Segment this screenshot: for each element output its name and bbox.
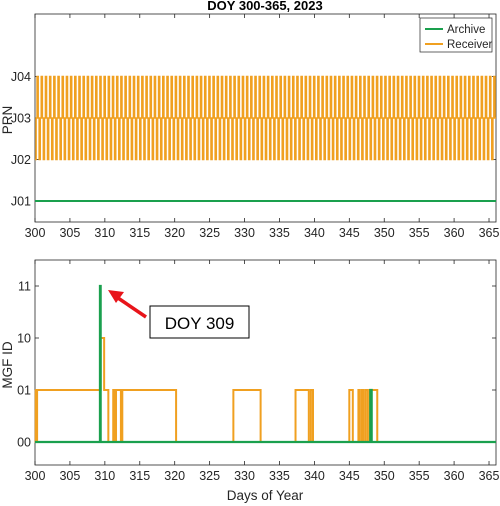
x-tick-label: 365 <box>479 226 500 240</box>
x-tick-label: 305 <box>59 469 80 483</box>
series-receiver-prn <box>35 75 496 161</box>
x-tick-label: 315 <box>129 226 150 240</box>
y-tick-label: 10 <box>17 332 31 346</box>
x-tick-label: 330 <box>234 469 255 483</box>
annotation-box <box>149 305 250 339</box>
x-tick-label: 360 <box>444 469 465 483</box>
y-tick-label: 00 <box>17 436 31 450</box>
y-tick-label: J01 <box>11 195 31 209</box>
annotation-arrow-head <box>108 290 124 303</box>
x-tick-label: 325 <box>199 226 220 240</box>
prn-chart-title: DOY 300-365, 2023 <box>207 0 322 13</box>
x-tick-label: 360 <box>444 226 465 240</box>
x-tick-label: 345 <box>339 469 360 483</box>
mgf-panel: MGF ID Days of Year 300 305 310 315 320 325 33… <box>0 259 500 503</box>
x-tick-label: 315 <box>129 469 150 483</box>
legend: Archive Receiver <box>419 17 493 53</box>
x-tick-label: 300 <box>25 469 46 483</box>
x-tick-label: 310 <box>94 469 115 483</box>
prn-series <box>35 75 496 202</box>
mgf-x-ticks: 300 305 310 315 320 325 330 335 340 345 350 355 360 3… <box>25 260 500 483</box>
annotation-label: DOY 309 <box>165 314 235 333</box>
x-tick-label: 320 <box>164 226 185 240</box>
x-tick-label: 335 <box>269 226 290 240</box>
y-tick-label: J03 <box>11 112 31 126</box>
doy309-annotation: DOY 309 <box>108 290 250 339</box>
x-tick-label: 300 <box>25 226 46 240</box>
x-tick-label: 345 <box>339 226 360 240</box>
x-tick-label: 350 <box>374 469 395 483</box>
x-tick-label: 355 <box>409 226 430 240</box>
x-tick-label: 365 <box>479 469 500 483</box>
x-tick-label: 320 <box>164 469 185 483</box>
x-tick-label: 305 <box>59 226 80 240</box>
x-tick-label: 340 <box>304 469 325 483</box>
prn-ylabel: PRN <box>0 106 15 135</box>
x-tick-label: 340 <box>304 226 325 240</box>
x-tick-label: 330 <box>234 226 255 240</box>
y-tick-label: J04 <box>11 70 31 84</box>
mgf-xlabel: Days of Year <box>227 488 304 503</box>
legend-receiver-label: Receiver <box>447 39 493 51</box>
prn-x-ticks: 300 305 310 315 320 325 330 335 340 345 350 355 360 3… <box>25 14 500 240</box>
annotation-arrow-shaft <box>117 296 147 319</box>
series-archive-mgf <box>35 284 496 444</box>
y-tick-label: J02 <box>11 153 31 167</box>
y-tick-label: 11 <box>18 280 31 294</box>
legend-box <box>419 17 493 53</box>
x-tick-label: 335 <box>269 469 290 483</box>
mgf-series <box>34 284 496 444</box>
x-tick-label: 350 <box>374 226 395 240</box>
x-tick-label: 310 <box>94 226 115 240</box>
mgf-ylabel: MGF ID <box>0 341 15 388</box>
x-tick-label: 325 <box>199 469 220 483</box>
legend-archive-label: Archive <box>447 24 485 36</box>
y-tick-label: 01 <box>17 384 31 398</box>
prn-panel: DOY 300-365, 2023 PRN 300 305 310 315 320 325… <box>0 0 499 240</box>
prn-y-ticks: J01 J02 J03 J04 <box>11 70 496 209</box>
x-tick-label: 355 <box>409 469 430 483</box>
